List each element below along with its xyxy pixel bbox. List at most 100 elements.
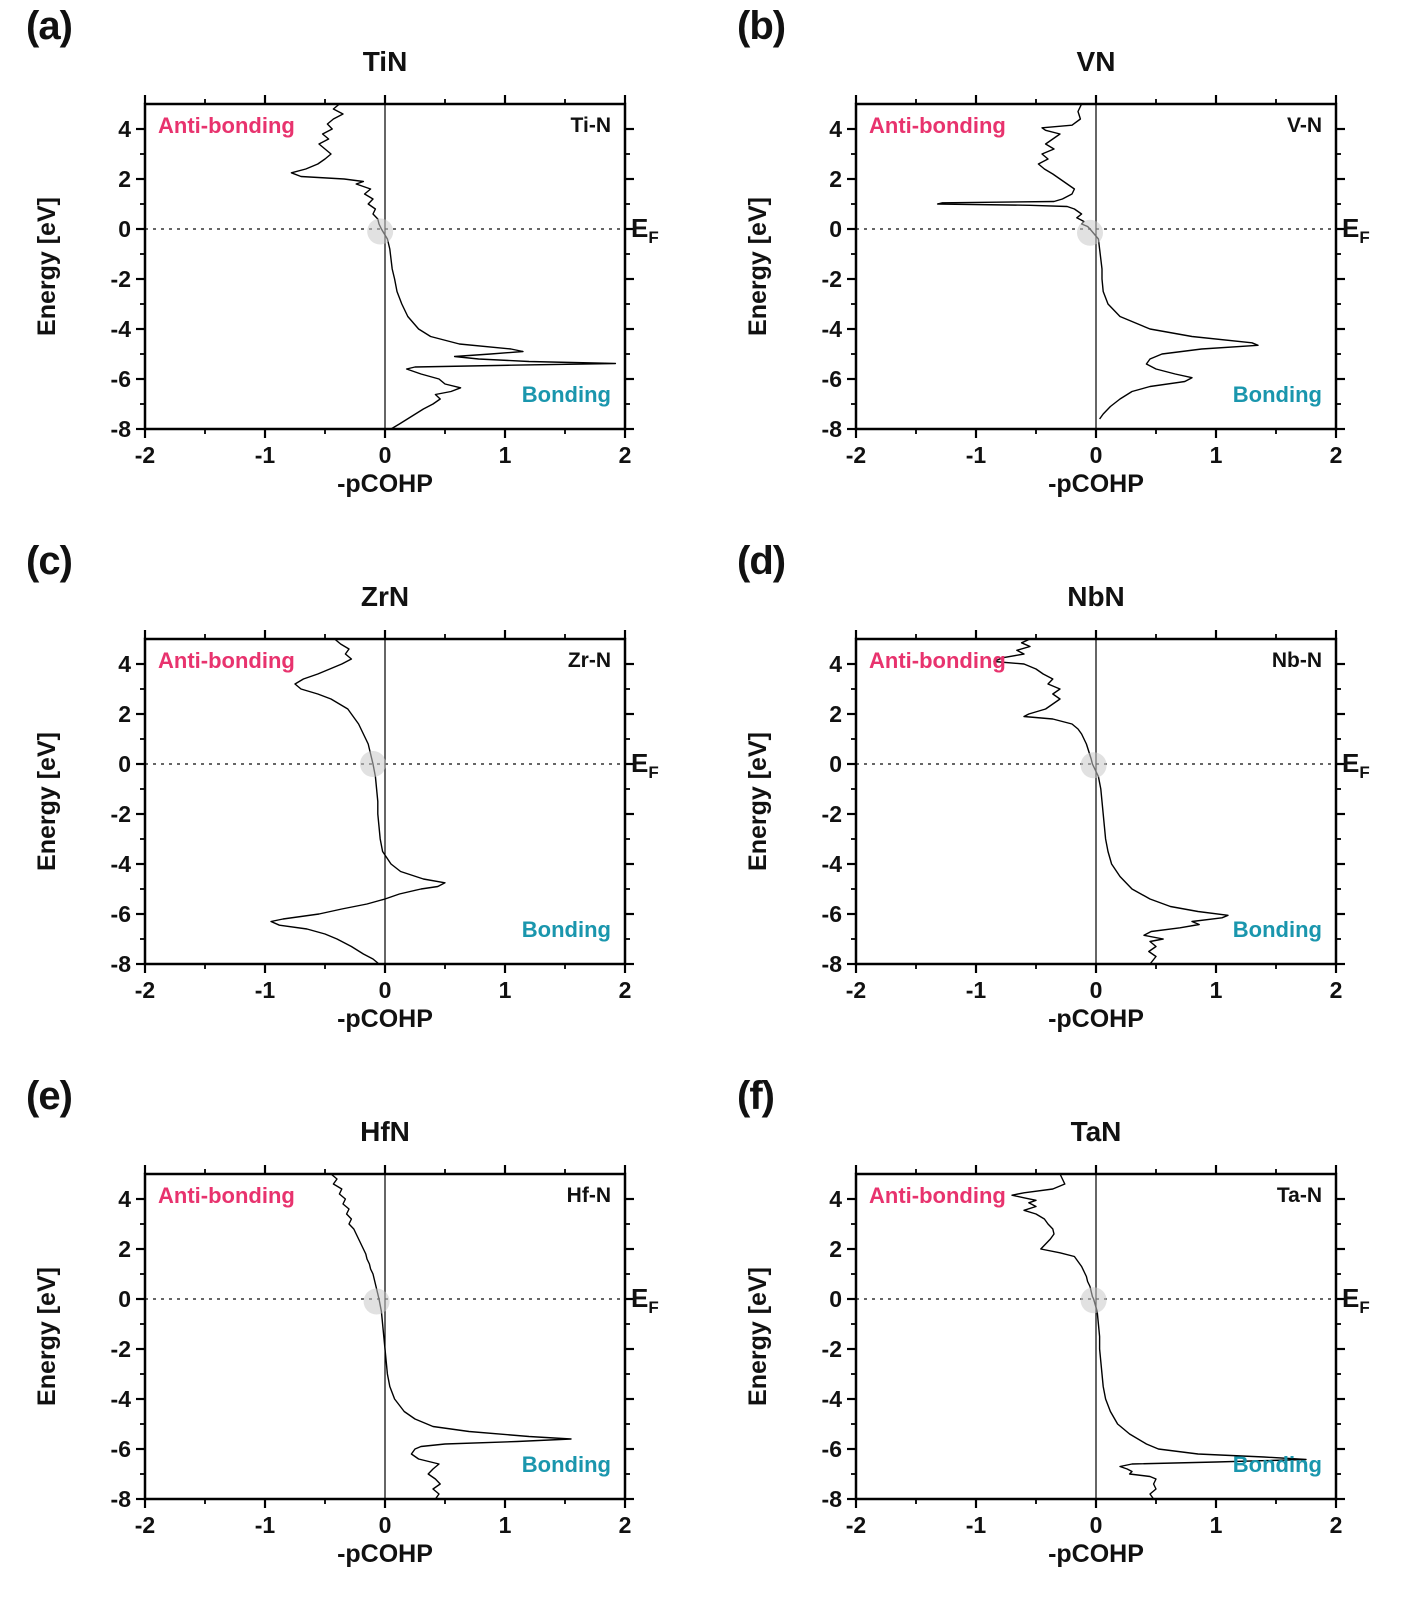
fermi-subscript: F [648, 763, 659, 783]
bonding-label: Bonding [521, 382, 611, 407]
fermi-crossing-marker [363, 1288, 390, 1315]
bonding-label: Bonding [521, 1452, 611, 1477]
x-tick-label: -2 [135, 977, 155, 1003]
bonding-label: Bonding [521, 917, 611, 942]
y-tick-label: -8 [822, 1486, 843, 1512]
x-tick-label: 2 [1330, 977, 1343, 1003]
y-tick-label: -2 [111, 266, 131, 292]
y-tick-label: -2 [822, 266, 842, 292]
x-tick-label: 1 [1210, 977, 1223, 1003]
y-tick-label: 0 [118, 1286, 131, 1312]
fermi-subscript: F [648, 228, 659, 248]
y-tick-label: -6 [111, 366, 131, 392]
y-tick-label: 2 [829, 1236, 842, 1262]
panel-d: (d) NbN -2 -1 0 1 2 -8 -6 -4 -2 0 2 4 -pCOHP Energy [… [711, 535, 1422, 1070]
x-tick-label: 1 [1210, 1512, 1223, 1538]
y-tick-label: -6 [111, 1436, 131, 1462]
chart-title: TaN [1070, 1116, 1122, 1147]
fermi-symbol: E [1342, 1283, 1360, 1313]
fermi-level-label: EF [631, 748, 659, 783]
y-tick-label: -4 [111, 316, 132, 342]
x-tick-label: 0 [1090, 442, 1103, 468]
bond-pair-label: Ti-N [570, 114, 611, 137]
y-tick-label: -4 [822, 1386, 843, 1412]
y-tick-label: -8 [111, 1486, 132, 1512]
bond-pair-label: Zr-N [567, 649, 611, 672]
y-tick-label: 2 [118, 1236, 131, 1262]
y-tick-label: -6 [111, 901, 131, 927]
x-tick-label: -2 [846, 977, 866, 1003]
x-tick-label: 0 [379, 1512, 392, 1538]
cohp-plot: -2 -1 0 1 2 -8 -6 -4 -2 0 2 4 -pCOHP Energy [eV] [33, 630, 634, 1033]
fermi-crossing-marker [1080, 1287, 1107, 1314]
panel-c: (c) ZrN -2 -1 0 1 2 -8 -6 -4 -2 0 2 4 -pCOHP Energy [… [0, 535, 711, 1070]
x-axis-label: -pCOHP [1048, 1005, 1144, 1033]
chart-title: TiN [362, 46, 408, 77]
fermi-symbol: E [1342, 748, 1360, 778]
anti-bonding-label: Anti-bonding [869, 648, 1006, 673]
fermi-symbol: E [1342, 213, 1360, 243]
y-tick-label: 4 [829, 1186, 842, 1212]
y-tick-label: -6 [822, 1436, 842, 1462]
x-axis-label: -pCOHP [337, 470, 433, 498]
panel-letter: (f) [737, 1074, 775, 1118]
x-tick-label: 2 [619, 1512, 632, 1538]
y-tick-label: 2 [829, 166, 842, 192]
panel-letter: (d) [737, 539, 786, 583]
y-tick-label: -4 [822, 851, 843, 877]
x-axis-label: -pCOHP [1048, 1540, 1144, 1568]
x-tick-label: -1 [255, 1512, 276, 1538]
chart-title: ZrN [360, 581, 410, 612]
bond-pair-label: V-N [1286, 114, 1322, 137]
y-tick-label: -8 [822, 951, 843, 977]
y-axis-label: Energy [eV] [33, 197, 61, 336]
fermi-symbol: E [631, 748, 649, 778]
y-tick-label: 0 [118, 216, 131, 242]
bond-pair-label: Nb-N [1271, 649, 1322, 672]
y-tick-label: 4 [829, 116, 842, 142]
fermi-subscript: F [1359, 228, 1370, 248]
x-tick-label: 1 [499, 1512, 512, 1538]
y-tick-label: -2 [822, 801, 842, 827]
fermi-crossing-marker [367, 218, 394, 245]
anti-bonding-label: Anti-bonding [158, 1183, 295, 1208]
y-tick-label: 2 [118, 701, 131, 727]
x-tick-label: -1 [966, 442, 987, 468]
x-tick-label: -2 [135, 442, 155, 468]
chart-title: VN [1076, 46, 1116, 77]
y-axis-label: Energy [eV] [33, 1267, 61, 1406]
bonding-label: Bonding [1232, 382, 1322, 407]
fermi-level-label: EF [1342, 748, 1370, 783]
anti-bonding-label: Anti-bonding [158, 648, 295, 673]
x-tick-label: 0 [379, 442, 392, 468]
fermi-subscript: F [1359, 763, 1370, 783]
bonding-label: Bonding [1232, 917, 1322, 942]
y-tick-label: -8 [111, 416, 132, 442]
fermi-crossing-marker [1077, 219, 1103, 246]
y-tick-label: 4 [829, 651, 842, 677]
panel-f: (f) TaN -2 -1 0 1 2 -8 -6 -4 -2 0 2 4 -pCOHP Energy [… [711, 1070, 1422, 1605]
bond-pair-label: Hf-N [566, 1184, 611, 1207]
y-tick-label: -8 [822, 416, 843, 442]
y-tick-label: -8 [111, 951, 132, 977]
cohp-plot: -2 -1 0 1 2 -8 -6 -4 -2 0 2 4 -pCOHP Energy [eV] [744, 1165, 1345, 1568]
y-tick-label: -4 [822, 316, 843, 342]
x-tick-label: -2 [846, 442, 866, 468]
fermi-crossing-marker [1080, 752, 1107, 779]
panel-letter: (e) [26, 1074, 73, 1118]
y-tick-label: 4 [118, 116, 131, 142]
cohp-curve [993, 639, 1229, 964]
cohp-plot: -2 -1 0 1 2 -8 -6 -4 -2 0 2 4 -pCOHP Energy [eV] [744, 630, 1345, 1033]
x-tick-label: 1 [499, 977, 512, 1003]
fermi-symbol: E [631, 1283, 649, 1313]
x-tick-label: -2 [846, 1512, 866, 1538]
cohp-curve [290, 104, 617, 429]
x-tick-label: 2 [619, 977, 632, 1003]
y-tick-label: 2 [829, 701, 842, 727]
x-axis-label: -pCOHP [1048, 470, 1144, 498]
anti-bonding-label: Anti-bonding [869, 1183, 1006, 1208]
bonding-label: Bonding [1232, 1452, 1322, 1477]
y-tick-label: -4 [111, 1386, 132, 1412]
y-tick-label: -4 [111, 851, 132, 877]
